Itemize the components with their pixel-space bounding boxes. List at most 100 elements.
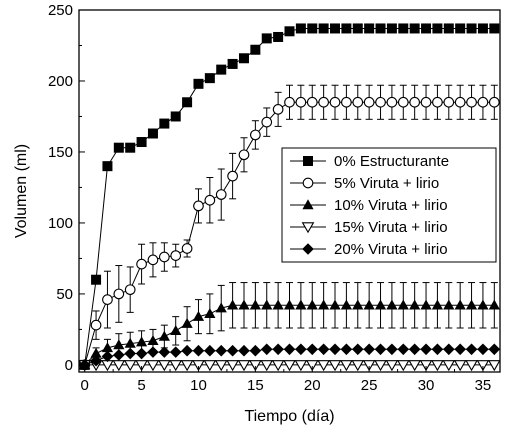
data-point	[136, 258, 147, 270]
data-point	[397, 299, 409, 310]
legend-label: 20% Viruta + lirio	[334, 241, 448, 258]
plot-frame	[78, 9, 501, 373]
x-tick-label: 5	[137, 377, 145, 394]
data-point	[340, 299, 352, 310]
data-point	[192, 360, 205, 372]
legend-label: 15% Viruta + lirio	[334, 219, 448, 236]
data-point	[488, 299, 500, 310]
data-point	[283, 343, 296, 356]
data-point	[113, 142, 124, 153]
data-point	[454, 299, 466, 310]
data-point	[193, 78, 204, 89]
data-point	[488, 96, 500, 108]
data-point	[204, 194, 216, 206]
y-tick-label: 200	[48, 73, 73, 90]
data-point	[408, 360, 422, 372]
legend-marker	[302, 177, 314, 189]
data-point	[215, 189, 227, 200]
data-point	[466, 23, 477, 34]
data-point	[123, 360, 137, 372]
data-point	[477, 299, 489, 310]
data-point	[340, 360, 353, 372]
data-point	[385, 360, 399, 372]
x-tick-label: 20	[304, 377, 321, 394]
data-point	[124, 337, 136, 348]
data-point	[203, 360, 217, 372]
data-point	[409, 96, 421, 108]
data-point	[363, 96, 375, 108]
legend-marker	[302, 243, 314, 255]
data-point	[102, 294, 113, 305]
legend-marker	[302, 199, 314, 210]
data-point	[90, 347, 102, 358]
legend-label: 0% Estructurante	[334, 153, 449, 170]
data-point	[182, 97, 193, 108]
data-point	[204, 344, 216, 357]
data-point	[214, 360, 228, 372]
data-point	[112, 360, 126, 372]
data-point	[352, 299, 364, 310]
data-point	[124, 284, 136, 296]
data-point	[398, 23, 409, 34]
x-tick-label: 15	[247, 377, 264, 394]
data-point	[169, 360, 183, 372]
data-point	[397, 96, 409, 108]
x-axis-title: Tiempo (día)	[244, 408, 334, 425]
data-point	[317, 360, 330, 372]
data-point	[432, 23, 443, 34]
x-tick-label: 30	[418, 377, 435, 394]
data-point	[294, 360, 308, 372]
data-point	[147, 128, 158, 139]
data-point	[147, 334, 159, 345]
data-point	[330, 23, 341, 34]
data-point	[409, 23, 420, 34]
data-point	[135, 336, 148, 347]
data-point	[351, 343, 364, 356]
data-point	[204, 307, 216, 318]
data-point	[305, 360, 319, 372]
data-point	[158, 330, 170, 341]
data-point	[329, 299, 341, 310]
data-point	[442, 343, 455, 356]
data-point	[250, 129, 261, 141]
data-point	[431, 343, 444, 356]
data-point	[488, 343, 501, 356]
data-point	[397, 343, 410, 356]
data-point	[193, 200, 204, 212]
data-point	[477, 96, 489, 108]
data-point	[318, 23, 329, 34]
data-point	[307, 23, 318, 34]
data-point	[328, 360, 342, 372]
data-point	[227, 299, 239, 310]
data-point	[465, 299, 478, 310]
data-point	[362, 360, 376, 372]
data-point	[420, 96, 432, 108]
data-point	[295, 343, 307, 356]
data-point	[238, 344, 250, 357]
data-point	[260, 360, 274, 372]
data-point	[375, 96, 386, 108]
data-point	[431, 360, 444, 372]
data-point	[158, 346, 171, 358]
data-point	[341, 23, 352, 34]
data-point	[466, 96, 477, 108]
data-point	[443, 96, 455, 108]
data-point	[157, 360, 171, 372]
data-point	[216, 64, 227, 75]
data-point	[284, 26, 295, 37]
data-point	[238, 53, 249, 64]
data-point	[90, 354, 102, 367]
data-point	[396, 360, 410, 372]
series-markers	[78, 23, 501, 372]
x-tick-label: 10	[190, 377, 207, 394]
data-point	[249, 360, 262, 372]
data-point	[91, 274, 102, 285]
data-point	[386, 23, 397, 34]
data-point	[453, 360, 467, 372]
legend-label: 10% Viruta + lirio	[334, 197, 448, 214]
data-point	[352, 23, 363, 34]
data-point	[147, 254, 159, 266]
data-point	[295, 299, 307, 310]
data-point	[227, 58, 238, 69]
